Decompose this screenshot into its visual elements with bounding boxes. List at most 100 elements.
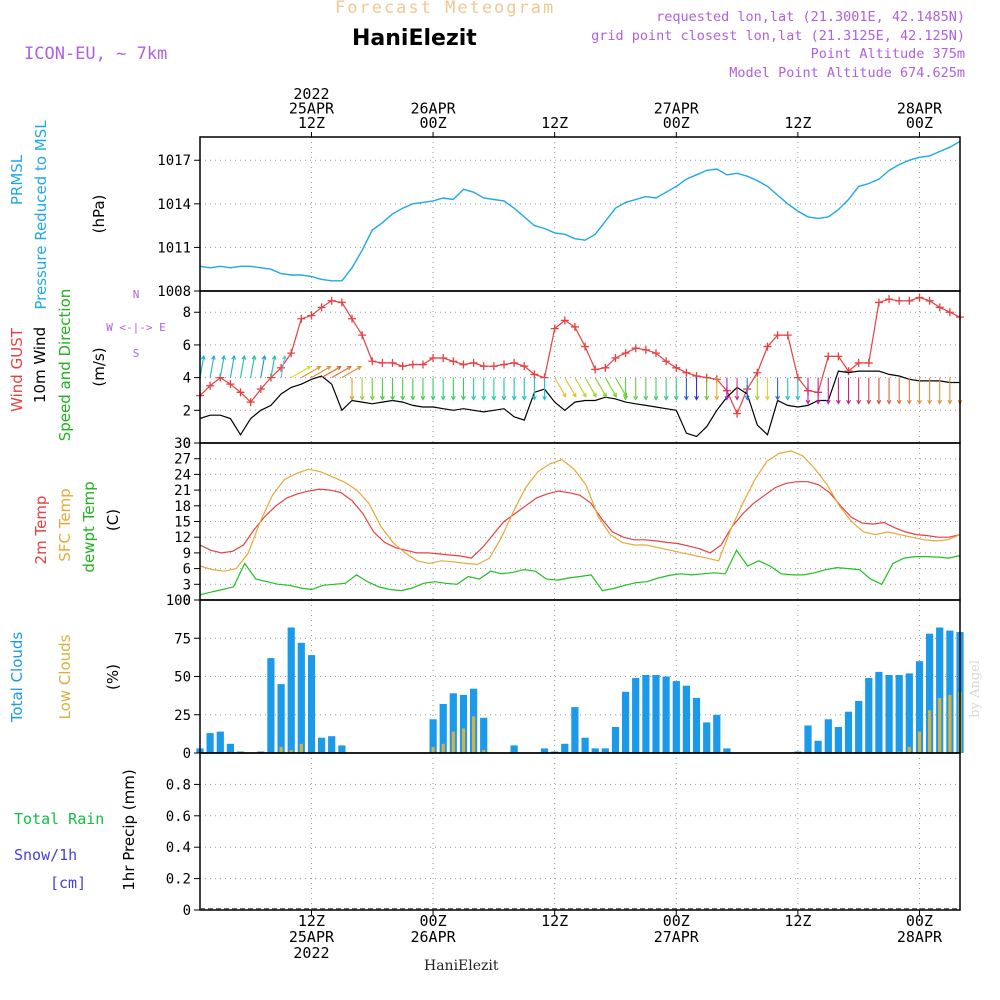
- wind-arrow-head: [521, 395, 527, 401]
- wind-arrow: [594, 377, 607, 397]
- wind-arrow: [290, 366, 311, 379]
- wind-arrow-head: [653, 395, 659, 401]
- total-cloud-bar: [206, 733, 214, 753]
- gust-marker: [652, 349, 660, 358]
- total-cloud-bar: [682, 685, 690, 753]
- label-wind-speed-dir: Speed and Direction: [56, 289, 74, 442]
- wind-arrow-head: [927, 399, 932, 405]
- wind-arrow: [321, 366, 341, 379]
- total-cloud-bar: [561, 743, 569, 753]
- wind-arrow: [209, 355, 215, 378]
- wind-arrow-head: [684, 395, 689, 401]
- wind-arrow-head: [380, 395, 385, 401]
- gust-marker: [581, 342, 590, 351]
- total-cloud-bar: [328, 736, 336, 753]
- total-cloud-bar: [338, 745, 346, 753]
- wind-arrow-head: [673, 395, 679, 401]
- wind10-line: [199, 370, 960, 438]
- label-sfc-temp: SFC Temp: [56, 488, 74, 561]
- label-temp-unit: (C): [104, 509, 122, 531]
- time-label-bottom: 25APR: [289, 928, 335, 946]
- wind-arrow: [584, 377, 597, 397]
- wind-arrow-head: [582, 392, 587, 398]
- total-cloud-bar: [703, 722, 711, 753]
- wind-arrow: [331, 366, 352, 379]
- label-snow-unit: [cm]: [50, 874, 86, 892]
- time-label-bottom: 26APR: [410, 928, 456, 946]
- total-cloud-bar: [591, 748, 599, 753]
- point-altitude: Point Altitude 375m: [810, 46, 965, 62]
- wind-arrow-head: [271, 354, 277, 360]
- y-tick-label: 100: [166, 593, 191, 609]
- wind-arrow-head: [775, 395, 780, 401]
- gust-marker: [408, 360, 417, 369]
- wind-arrow-head: [906, 399, 912, 405]
- total-cloud-bar: [723, 748, 731, 753]
- axis-labels: 1008101110141017024680369121518212427300…: [8, 85, 943, 962]
- wind-arrow-head: [876, 399, 882, 405]
- total-cloud-bar: [601, 748, 609, 753]
- wind-arrow-head: [836, 399, 841, 405]
- wind-arrow-head: [261, 354, 267, 360]
- wind-arrow-head: [886, 399, 892, 405]
- gust-marker: [500, 360, 508, 369]
- label-wind-unit: (m/s): [90, 347, 108, 386]
- time-label-top: 12Z: [298, 114, 325, 132]
- time-label-top: 12Z: [541, 114, 568, 132]
- total-cloud-bar: [895, 675, 903, 753]
- total-cloud-bar: [844, 711, 853, 753]
- total-cloud-bar: [226, 743, 234, 753]
- total-cloud-bar: [622, 691, 630, 753]
- gust-marker: [895, 296, 904, 305]
- total-cloud-bar: [915, 661, 924, 753]
- y-tick-label: 1014: [157, 197, 191, 213]
- total-cloud-bar: [216, 731, 224, 753]
- label-wind-gust: Wind GUST: [8, 327, 26, 412]
- low-cloud-bar: [461, 728, 466, 753]
- wind-arrow-head: [795, 395, 801, 401]
- gust-marker: [429, 354, 438, 363]
- wind-arrow-head: [501, 395, 507, 401]
- gust-marker: [246, 398, 255, 407]
- y-tick-label: 21: [174, 483, 191, 499]
- low-cloud-bar: [948, 694, 952, 753]
- low-cloud-bar: [299, 743, 303, 753]
- low-cloud-bar: [451, 731, 455, 753]
- wind-arrow-head: [221, 354, 226, 360]
- gust-marker: [368, 357, 377, 366]
- total-cloud-bar: [480, 717, 488, 753]
- wind-arrow-head: [461, 395, 466, 401]
- gust-marker: [206, 381, 215, 390]
- total-cloud-bar: [936, 627, 944, 753]
- gust-marker: [925, 296, 934, 305]
- footer-station: HaniElezit: [424, 958, 499, 974]
- label-t2m: 2m Temp: [32, 496, 50, 565]
- wind-arrow-head: [785, 395, 791, 401]
- wind-arrow: [250, 355, 256, 378]
- time-label-bottom: 12Z: [298, 912, 325, 930]
- y-tick-label: 4: [183, 371, 191, 387]
- label-prmsl: PRMSL: [8, 154, 26, 205]
- wind-arrow-head: [491, 395, 497, 401]
- low-cloud-bar: [938, 697, 942, 753]
- wind-arrow-head: [765, 395, 770, 401]
- gust-marker: [885, 295, 894, 304]
- label-precip-unit: 1hr Precip (mm): [120, 769, 138, 890]
- total-cloud-bar: [692, 697, 701, 753]
- total-cloud-bar: [824, 719, 832, 753]
- gridpoint-coords: grid point closest lon,lat (21.3125E, 42…: [591, 28, 965, 44]
- gust-marker: [874, 298, 883, 307]
- gust-marker: [641, 345, 650, 354]
- gust-marker: [733, 409, 742, 418]
- wind-arrow-head: [306, 366, 312, 371]
- wind-arrow-head: [430, 395, 436, 401]
- wind-arrow-head: [231, 354, 237, 360]
- total-cloud-bar: [581, 737, 589, 753]
- total-cloud-bar: [439, 704, 447, 753]
- low-cloud-bar: [289, 749, 293, 753]
- y-tick-label: 18: [174, 499, 191, 515]
- time-label-bottom: 2022: [293, 944, 329, 962]
- low-cloud-bar: [917, 731, 922, 753]
- y-tick-label: 75: [174, 631, 191, 647]
- wind-arrow-head: [400, 395, 406, 401]
